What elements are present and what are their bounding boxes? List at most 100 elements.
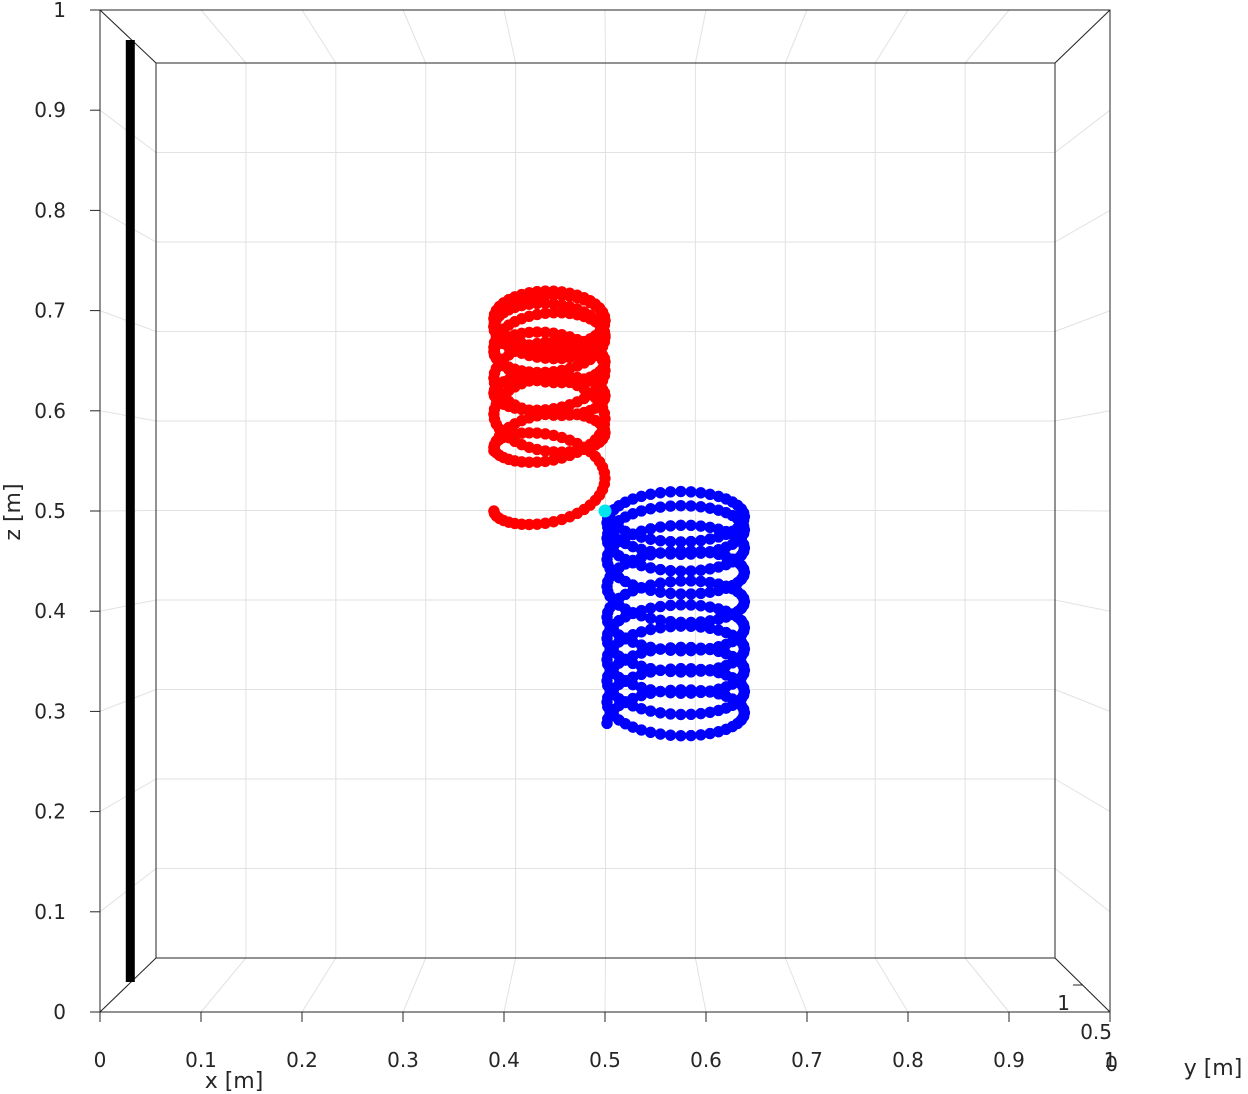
blue-helix-point: [675, 545, 687, 557]
z-axis-label: z [m]: [1, 483, 26, 540]
blue-helix-point: [685, 620, 697, 633]
blue-helix-point: [685, 545, 697, 557]
blue-helix-point: [654, 685, 667, 698]
blue-helix-point: [664, 520, 677, 532]
x-tick-label: 0.7: [791, 1048, 823, 1072]
blue-helix-point: [654, 728, 667, 740]
blue-helix-point: [685, 708, 697, 721]
blue-helix-point: [675, 485, 687, 498]
blue-helix-point: [654, 563, 667, 576]
x-tick-label: 0.9: [993, 1048, 1025, 1072]
blue-helix-point: [664, 500, 677, 512]
blue-helix-point: [654, 547, 667, 559]
blue-helix-point: [695, 487, 707, 499]
z-tick-label: 1: [53, 0, 66, 22]
blue-helix-point: [675, 565, 687, 577]
blue-helix-point: [654, 622, 667, 634]
grid-line-x-ceiling: [964, 9, 1010, 64]
grid-line-z-right-wall: [1054, 109, 1111, 153]
blue-helix-point: [685, 663, 697, 675]
grid-line-x-floor: [604, 957, 606, 1013]
z-tick-label: 0.7: [34, 299, 66, 323]
grid-line-z-right-wall: [1054, 410, 1111, 422]
grid-line-x-ceiling: [784, 9, 808, 64]
blue-helix-point: [695, 621, 707, 633]
x-tick-label: 0.8: [892, 1048, 924, 1072]
red-helix-point: [488, 445, 500, 457]
z-tick-label: 0.9: [34, 98, 66, 122]
box-corner-edge: [1054, 9, 1111, 64]
blue-helix-point: [685, 599, 697, 611]
z-tick-label: 0.6: [34, 399, 66, 423]
blue-helix-point: [675, 499, 687, 512]
blue-helix-point: [664, 545, 677, 558]
grid-line-x-ceiling: [402, 9, 427, 64]
blue-helix-point: [664, 663, 677, 675]
blue-helix-point: [664, 564, 677, 577]
z-tick-label: 0.8: [34, 198, 66, 222]
grid-line-x-ceiling: [200, 9, 247, 64]
grid-line-x-floor: [874, 957, 909, 1013]
grid-line-x-floor: [694, 957, 707, 1013]
z-tick-label: 0.2: [34, 800, 66, 824]
grid-line-z-right-wall: [1054, 310, 1111, 332]
blue-helix-point: [695, 642, 707, 654]
blue-helix-point: [685, 729, 697, 742]
helix-points: [488, 285, 751, 742]
blue-helix-point: [654, 501, 667, 513]
blue-helix-point: [675, 708, 687, 721]
blue-helix-point: [695, 520, 707, 532]
grid-line-x-ceiling: [301, 9, 337, 64]
blue-helix-point: [664, 620, 677, 633]
blue-helix-point: [654, 535, 667, 547]
grid-line-z-right-wall: [1054, 778, 1111, 813]
blue-helix-point: [664, 535, 677, 548]
blue-helix-point: [654, 486, 667, 499]
x-tick-label: 0: [94, 1048, 107, 1072]
blue-helix-point: [664, 576, 677, 588]
grid-line-x-floor: [964, 957, 1010, 1013]
blue-helix-point: [654, 600, 667, 613]
blue-helix-point: [664, 708, 677, 720]
blue-helix-point: [685, 519, 697, 532]
blue-helix-point: [664, 486, 677, 498]
blue-helix-point: [685, 684, 697, 696]
blue-helix-point: [654, 664, 667, 677]
blue-helix-point: [675, 684, 687, 696]
blue-helix-point: [664, 587, 677, 600]
blue-helix-point: [664, 684, 677, 697]
x-tick-label: 0.3: [387, 1048, 419, 1072]
y-tick-label: 1: [1057, 991, 1070, 1015]
grid-line-z-right-wall: [1054, 689, 1111, 712]
grid-line-x-floor: [402, 957, 427, 1013]
grid-line-x-floor: [200, 957, 247, 1013]
blue-helix-point: [695, 501, 707, 513]
blue-helix-point: [644, 705, 657, 717]
x-tick-label: 0.5: [589, 1048, 621, 1072]
blue-helix-point: [675, 641, 687, 654]
x-tick-label: 0.6: [690, 1048, 722, 1072]
blue-helix-point: [675, 588, 687, 600]
blue-helix-point: [644, 612, 657, 625]
blue-helix-point: [675, 599, 687, 611]
grid-line-x-ceiling: [604, 9, 606, 64]
blue-helix-point: [685, 500, 697, 512]
blue-helix-point: [644, 726, 657, 739]
z-tick-label: 0.4: [34, 599, 66, 623]
blue-helix-point: [685, 565, 697, 577]
blue-helix-point: [685, 486, 697, 498]
grid-line-x-floor: [301, 957, 337, 1013]
x-tick-label: 0.2: [286, 1048, 318, 1072]
blue-helix-point: [695, 575, 707, 588]
blue-helix-point: [654, 707, 667, 719]
blue-helix-point: [644, 562, 657, 574]
grid-line-x-floor: [503, 957, 517, 1013]
tick-labels: 0 0.1 0.2 0.3 0.4 0.5 0.6 0.7 0.8 0.9 100.10.20.30…: [34, 0, 1118, 1076]
x-axis-label: x [m]: [205, 1069, 264, 1094]
back-face: [155, 62, 1056, 959]
blue-helix-point: [695, 545, 707, 558]
y-tick-label: 0.5: [1080, 1020, 1112, 1044]
blue-helix-point: [601, 717, 613, 730]
blue-helix-point: [675, 729, 687, 742]
